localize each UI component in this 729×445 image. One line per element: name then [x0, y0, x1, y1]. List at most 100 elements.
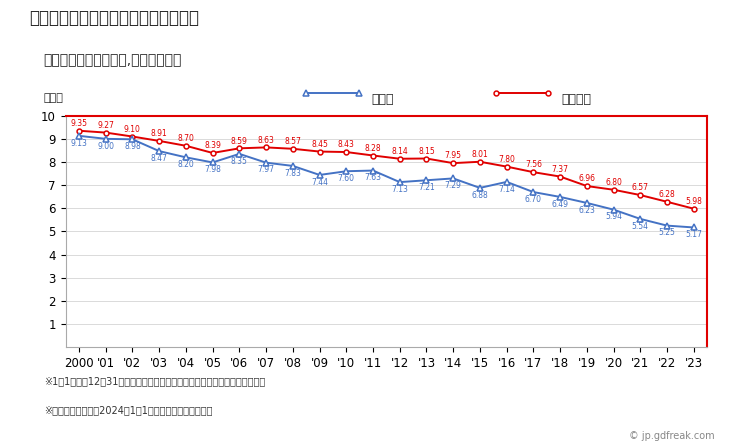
Text: 7.21: 7.21	[418, 183, 434, 192]
Text: 7.60: 7.60	[338, 174, 355, 183]
市原市	[663, 223, 671, 228]
市原市	[529, 190, 538, 195]
Text: （人）: （人）	[44, 93, 63, 103]
市原市	[422, 178, 431, 183]
Text: （住民基本台帳ベース,日本人住民）: （住民基本台帳ベース,日本人住民）	[44, 53, 182, 67]
市原市	[449, 176, 458, 181]
Text: 8.20: 8.20	[178, 160, 194, 169]
Text: 8.63: 8.63	[257, 136, 275, 145]
市原市	[395, 179, 404, 185]
市原市	[475, 185, 484, 190]
全国平均	[369, 153, 378, 158]
全国平均	[74, 128, 83, 134]
Text: 市原市の人口千人当たり出生数の推移: 市原市の人口千人当たり出生数の推移	[29, 9, 199, 27]
Text: 市原市: 市原市	[372, 93, 394, 106]
市原市	[128, 137, 137, 142]
Text: 7.98: 7.98	[204, 165, 221, 174]
市原市	[609, 207, 618, 212]
Text: 5.94: 5.94	[605, 212, 622, 222]
全国平均	[289, 146, 297, 151]
Text: 7.13: 7.13	[391, 185, 408, 194]
Text: 8.57: 8.57	[284, 137, 301, 146]
Text: 9.10: 9.10	[124, 125, 141, 134]
市原市	[342, 169, 351, 174]
全国平均	[663, 199, 671, 204]
Text: ※市区町村の場合は2024年1月1日時点の市区町村境界。: ※市区町村の場合は2024年1月1日時点の市区町村境界。	[44, 405, 212, 415]
Text: 7.14: 7.14	[498, 185, 515, 194]
Text: 6.96: 6.96	[578, 174, 596, 183]
Text: 7.37: 7.37	[552, 165, 569, 174]
Text: 6.80: 6.80	[605, 178, 622, 187]
市原市	[636, 216, 644, 222]
Text: 8.45: 8.45	[311, 140, 328, 149]
全国平均	[235, 146, 243, 151]
Text: 7.56: 7.56	[525, 160, 542, 170]
Text: 全国平均: 全国平均	[561, 93, 591, 106]
市原市	[155, 149, 163, 154]
市原市	[289, 163, 297, 169]
市原市	[182, 155, 190, 160]
Text: 8.91: 8.91	[151, 129, 168, 138]
全国平均	[475, 159, 484, 164]
Text: 7.95: 7.95	[445, 151, 461, 160]
Text: © jp.gdfreak.com: © jp.gdfreak.com	[629, 431, 714, 441]
Text: 8.47: 8.47	[151, 154, 168, 163]
全国平均	[449, 161, 458, 166]
Text: 8.15: 8.15	[418, 147, 434, 156]
Text: 6.70: 6.70	[525, 195, 542, 204]
Text: 7.44: 7.44	[311, 178, 328, 187]
Text: 8.35: 8.35	[231, 157, 248, 166]
Text: 5.98: 5.98	[685, 197, 702, 206]
市原市	[690, 225, 698, 230]
市原市	[262, 160, 270, 166]
Text: ※1月1日から12月31日までの外国人を除く日本人住民の千人当たり出生数。: ※1月1日から12月31日までの外国人を除く日本人住民の千人当たり出生数。	[44, 376, 265, 386]
全国平均	[502, 164, 511, 169]
Text: 9.35: 9.35	[71, 119, 87, 128]
Text: 9.13: 9.13	[71, 138, 87, 148]
Text: 9.00: 9.00	[97, 142, 114, 150]
市原市	[315, 172, 324, 178]
全国平均	[555, 174, 564, 179]
Text: 8.43: 8.43	[338, 140, 355, 149]
全国平均	[395, 156, 404, 162]
全国平均	[208, 150, 217, 156]
市原市	[582, 200, 591, 206]
Line: 市原市: 市原市	[77, 133, 696, 230]
Text: 5.54: 5.54	[632, 222, 649, 231]
市原市	[101, 136, 110, 142]
全国平均	[422, 156, 431, 161]
Text: 6.28: 6.28	[659, 190, 675, 199]
市原市	[74, 133, 83, 138]
市原市	[555, 194, 564, 200]
市原市	[235, 151, 243, 157]
市原市	[369, 168, 378, 173]
Text: 7.63: 7.63	[364, 173, 381, 182]
全国平均	[101, 130, 110, 135]
全国平均	[155, 138, 163, 144]
全国平均	[342, 150, 351, 155]
全国平均	[182, 143, 190, 149]
Text: 7.97: 7.97	[257, 166, 275, 174]
全国平均	[315, 149, 324, 154]
市原市	[208, 160, 217, 165]
Line: 全国平均: 全国平均	[77, 128, 696, 211]
Text: 7.29: 7.29	[445, 181, 461, 190]
Text: 8.14: 8.14	[391, 147, 408, 156]
Text: 8.70: 8.70	[177, 134, 195, 143]
Text: 6.57: 6.57	[632, 183, 649, 192]
Text: 8.28: 8.28	[364, 144, 381, 153]
Text: 9.27: 9.27	[97, 121, 114, 130]
Text: 6.49: 6.49	[552, 200, 569, 209]
全国平均	[690, 206, 698, 211]
全国平均	[262, 145, 270, 150]
Text: 8.01: 8.01	[472, 150, 488, 159]
Text: 8.39: 8.39	[204, 141, 221, 150]
Text: 5.17: 5.17	[685, 230, 702, 239]
全国平均	[529, 170, 538, 175]
Text: 8.59: 8.59	[231, 137, 248, 146]
全国平均	[609, 187, 618, 192]
Text: 7.83: 7.83	[284, 169, 301, 178]
全国平均	[582, 183, 591, 189]
全国平均	[128, 134, 137, 139]
Text: 6.88: 6.88	[472, 190, 488, 200]
